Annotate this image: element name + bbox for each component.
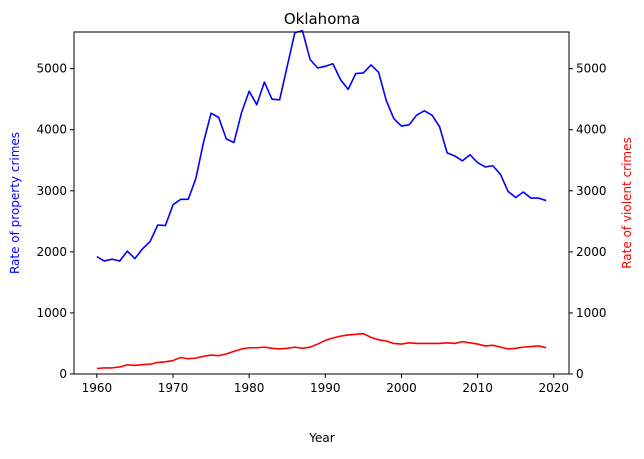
x-tick-label: 2020 <box>538 381 569 395</box>
left-y-tick-label: 4000 <box>36 123 67 137</box>
right-y-tick-label: 3000 <box>576 184 607 198</box>
right-y-tick-label: 0 <box>576 367 584 381</box>
left-y-axis-ticks: 0 1000 2000 3000 4000 5000 <box>36 62 74 381</box>
right-y-tick-label: 2000 <box>576 245 607 259</box>
left-y-tick-label: 3000 <box>36 184 67 198</box>
plot-area <box>96 29 547 370</box>
right-y-tick-label: 5000 <box>576 62 607 76</box>
x-tick-label: 1970 <box>158 381 189 395</box>
right-y-tick-label: 4000 <box>576 123 607 137</box>
left-y-tick-label: 2000 <box>36 245 67 259</box>
left-y-tick-label: 1000 <box>36 306 67 320</box>
x-tick-label: 2010 <box>462 381 493 395</box>
property-crimes-line <box>96 29 547 262</box>
x-axis-ticks: 1960 1970 1980 1990 2000 2010 2020 <box>82 374 569 395</box>
left-y-tick-label: 0 <box>59 367 67 381</box>
right-y-axis-ticks: 0 1000 2000 3000 4000 5000 <box>569 62 607 381</box>
x-axis-label: Year <box>308 431 334 445</box>
chart-title: Oklahoma <box>284 10 360 28</box>
x-tick-label: 1990 <box>310 381 341 395</box>
right-y-tick-label: 1000 <box>576 306 607 320</box>
left-y-axis-label: Rate of property crimes <box>8 132 22 274</box>
violent-crimes-line <box>96 332 547 370</box>
plot-frame <box>73 31 570 375</box>
x-tick-label: 1960 <box>82 381 113 395</box>
left-y-tick-label: 5000 <box>36 62 67 76</box>
x-tick-label: 1980 <box>234 381 265 395</box>
x-tick-label: 2000 <box>386 381 417 395</box>
right-y-axis-label: Rate of violent crimes <box>620 137 634 269</box>
